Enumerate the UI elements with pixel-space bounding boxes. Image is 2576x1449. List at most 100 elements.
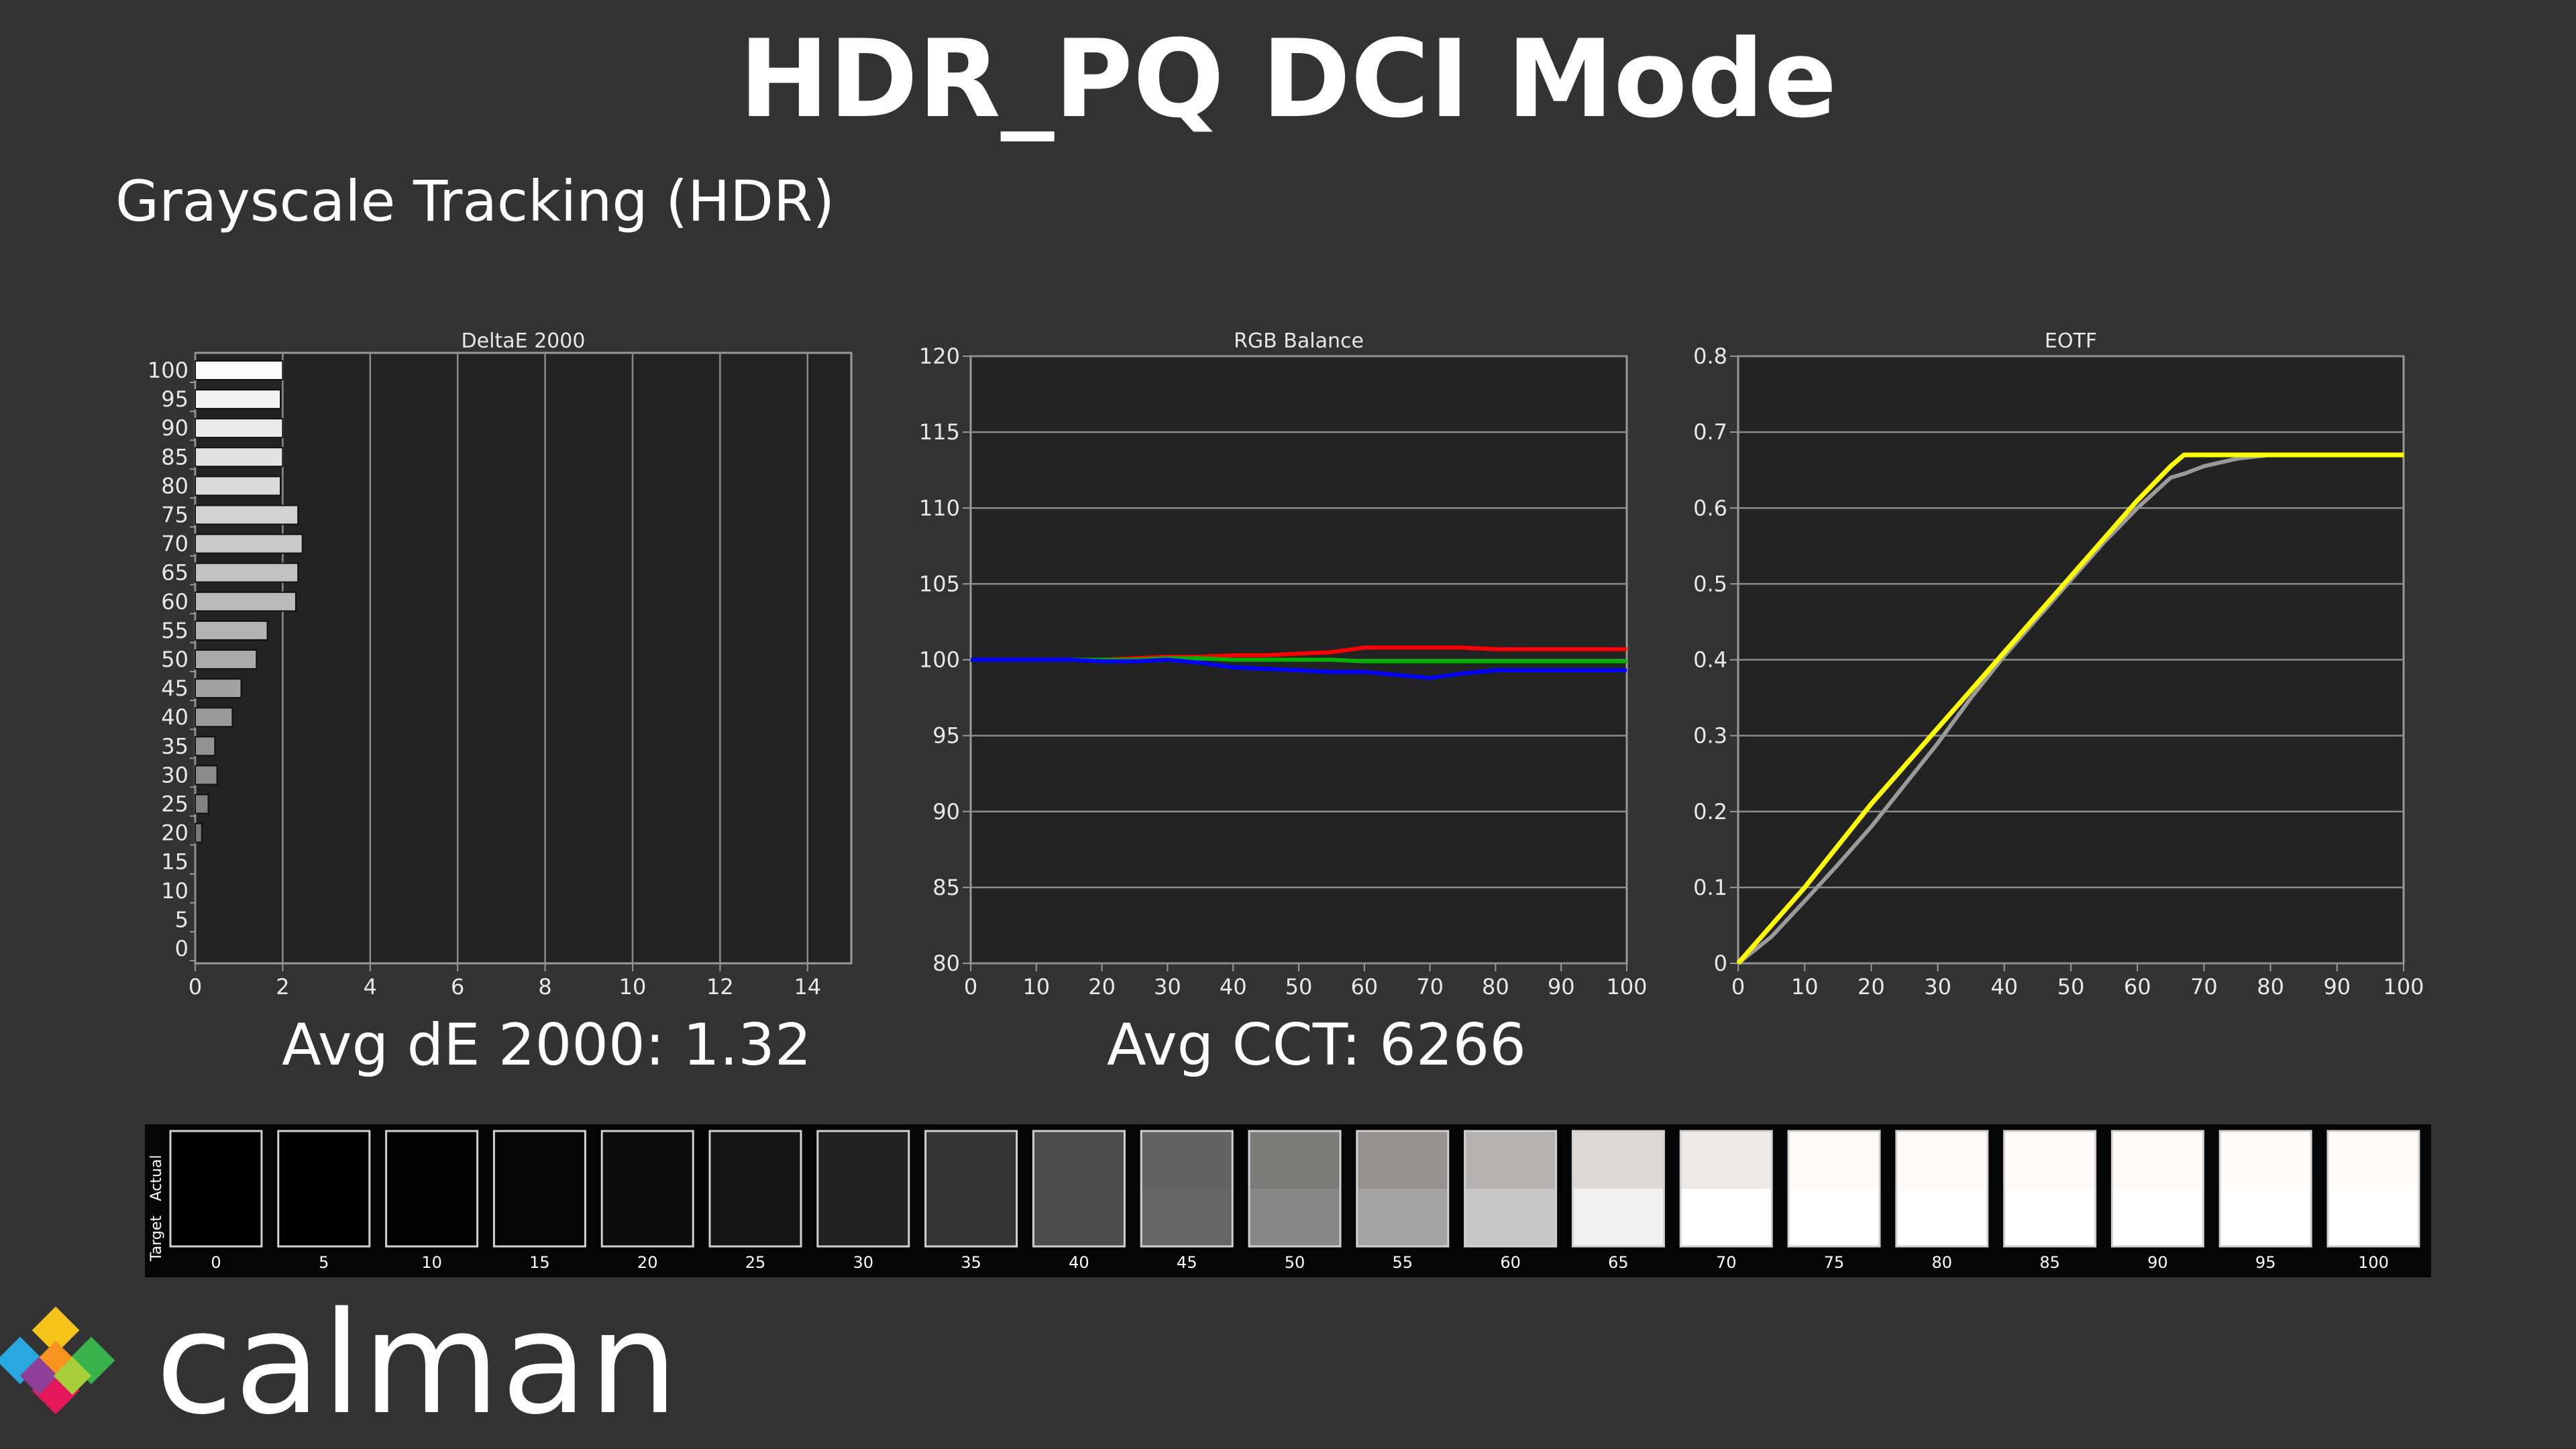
swatch-border (1356, 1130, 1450, 1248)
swatch-actual (1680, 1131, 1772, 1189)
swatch-level-label: 80 (1932, 1253, 1953, 1272)
swatch-target (1141, 1189, 1233, 1246)
eotf-x-tick-label: 20 (1858, 974, 1885, 1000)
avg-cct-label: Avg CCT: 6266 (1107, 1012, 1526, 1079)
swatch-border (924, 1130, 1018, 1248)
rgb-x-tick-label: 20 (1088, 974, 1116, 1000)
rgb-y-tick-label: 80 (932, 951, 960, 976)
deltae-bar (195, 533, 303, 554)
rgb-x-tick-label: 60 (1350, 974, 1378, 1000)
eotf-x-tick-label: 40 (1990, 974, 2018, 1000)
deltae-x-tick-label: 4 (364, 974, 377, 1000)
swatch-border (1464, 1130, 1558, 1248)
deltae-x-tick-label: 12 (706, 974, 734, 1000)
swatch-border (708, 1130, 802, 1248)
swatch-actual (1896, 1131, 1988, 1189)
swatch-actual (1572, 1131, 1664, 1189)
swatch-target (925, 1189, 1017, 1246)
swatch-actual (1033, 1131, 1125, 1189)
swatch-border (2326, 1130, 2420, 1248)
swatch-level-label: 90 (2147, 1253, 2168, 1272)
page-title: HDR_PQ DCI Mode (739, 16, 1837, 142)
swatch-border (1140, 1130, 1234, 1248)
deltae-y-tick-label: 85 (161, 444, 189, 470)
swatch-level-label: 30 (853, 1253, 874, 1272)
swatch-target (1033, 1189, 1125, 1246)
rgb-x-tick-label: 80 (1482, 974, 1509, 1000)
swatch-level-label: 75 (1824, 1253, 1845, 1272)
swatch-target (1572, 1189, 1664, 1246)
swatch-target (494, 1189, 586, 1246)
eotf-y-tick-label: 0.5 (1693, 571, 1727, 596)
swatch-actual (2328, 1131, 2419, 1189)
deltae-bar (195, 447, 284, 468)
eotf-x-tick-label: 10 (1791, 974, 1819, 1000)
swatch-actual (602, 1131, 694, 1189)
swatch-actual (2220, 1131, 2312, 1189)
swatch-strip: Actual Target 0 5 10 15 20 25 30 35 40 45 50 55 60 65 70… (145, 1124, 2431, 1277)
deltae-x-tick-label: 8 (538, 974, 551, 1000)
deltae-y-tick-label: 0 (175, 936, 189, 961)
rgb-y-tick-label: 100 (919, 647, 960, 673)
deltae-y-tick-label: 80 (161, 473, 189, 498)
deltae-bar (195, 360, 284, 380)
swatch-level-label: 95 (2255, 1253, 2276, 1272)
swatch-border (816, 1130, 910, 1248)
swatch-target (602, 1189, 694, 1246)
deltae-y-tick-label: 50 (161, 647, 189, 672)
eotf-x-tick-label: 30 (1924, 974, 1951, 1000)
rgb-chart-title: RGB Balance (1234, 329, 1364, 353)
swatch-actual (1141, 1131, 1233, 1189)
eotf-y-tick-label: 0.8 (1693, 343, 1727, 369)
swatch-actual (2004, 1131, 2096, 1189)
swatch-level-label: 70 (1716, 1253, 1737, 1272)
swatch-level-label: 35 (961, 1253, 981, 1272)
rgb-y-tick-label: 85 (932, 875, 960, 900)
swatch-border (2218, 1130, 2312, 1248)
deltae-y-tick-label: 25 (161, 792, 189, 817)
rgb-x-tick-label: 10 (1022, 974, 1050, 1000)
eotf-x-tick-label: 0 (1731, 974, 1745, 1000)
rgb-x-tick-label: 0 (964, 974, 977, 1000)
swatch-border (1787, 1130, 1881, 1248)
eotf-y-tick-label: 0 (1714, 951, 1727, 976)
deltae-y-tick-label: 10 (161, 878, 189, 904)
deltae-y-tick-label: 100 (148, 358, 189, 383)
swatch-border (600, 1130, 694, 1248)
rgb-series-blue (971, 657, 1627, 680)
swatch-actual (278, 1131, 370, 1189)
deltae-y-tick-label: 45 (161, 676, 189, 701)
deltae-bar (195, 389, 282, 410)
eotf-series-yellow (1736, 452, 2404, 965)
swatch-border (1248, 1130, 1342, 1248)
deltae-bar (195, 620, 268, 641)
swatch-target (1680, 1189, 1772, 1246)
deltae-y-tick-label: 40 (161, 704, 189, 730)
rgb-x-tick-label: 90 (1548, 974, 1575, 1000)
swatch-border (385, 1130, 479, 1248)
deltae-bar (195, 707, 233, 728)
swatch-target-label: Target (148, 1216, 165, 1262)
swatch-actual (170, 1131, 262, 1189)
swatch-target (817, 1189, 909, 1246)
rgb-x-tick-label: 30 (1154, 974, 1181, 1000)
swatch-target (170, 1189, 262, 1246)
eotf-x-tick-label: 50 (2057, 974, 2085, 1000)
deltae-bar (195, 504, 299, 525)
eotf-y-tick-label: 0.2 (1693, 799, 1727, 824)
swatch-actual (1249, 1131, 1340, 1189)
deltae-y-tick-label: 55 (161, 618, 189, 643)
deltae-y-tick-label: 65 (161, 560, 189, 586)
eotf-x-tick-label: 100 (2383, 974, 2424, 1000)
eotf-x-tick-label: 90 (2323, 974, 2351, 1000)
deltae-bar (195, 765, 218, 786)
swatch-level-label: 45 (1177, 1253, 1197, 1272)
charts-canvas: DeltaE 2000 0 2 4 6 8 10 12 14 0 5 10 15 20 25 30 35 40 45… (148, 329, 2424, 1000)
swatch-target (2004, 1189, 2096, 1246)
deltae-y-tick-label: 75 (161, 502, 189, 528)
eotf-y-tick-label: 0.1 (1693, 875, 1727, 900)
swatch-border (2003, 1130, 2097, 1248)
deltae-bar (195, 736, 216, 757)
deltae-bar (195, 678, 242, 699)
rgb-y-tick-label: 105 (919, 571, 960, 596)
